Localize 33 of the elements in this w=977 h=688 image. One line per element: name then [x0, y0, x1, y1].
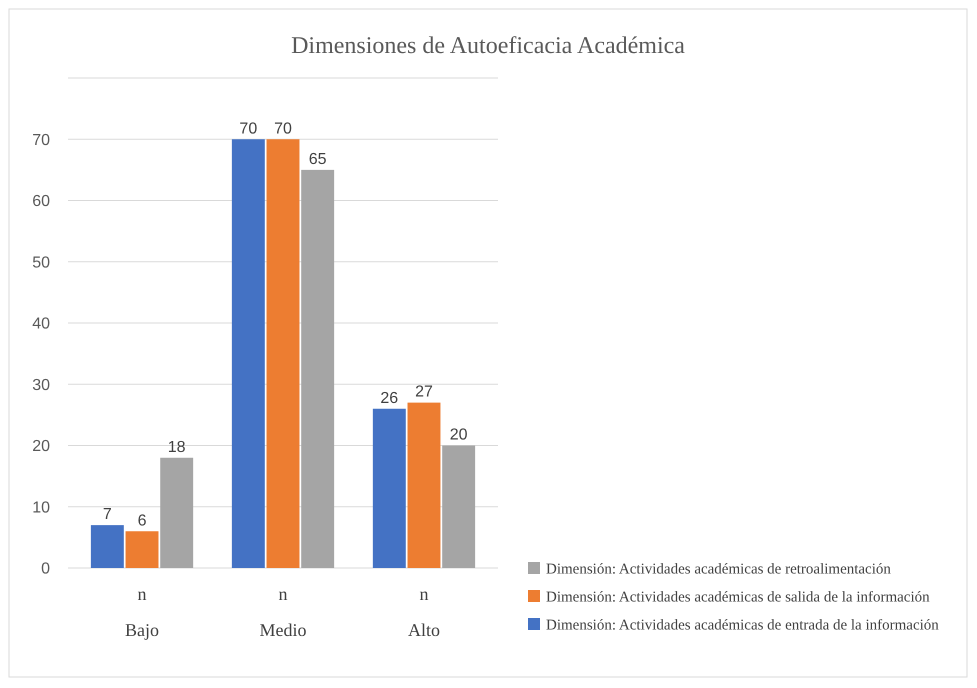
bar	[442, 446, 476, 568]
data-label: 18	[168, 438, 186, 456]
x-tick-label: n Medio	[260, 584, 306, 640]
y-tick-label: 30	[32, 376, 50, 394]
data-label: 6	[138, 512, 147, 530]
data-label: 7	[102, 506, 112, 524]
bar	[90, 525, 124, 568]
x-tick-label: n Bajo	[125, 584, 160, 640]
bar	[408, 402, 440, 568]
legend-label: Dimensión: Actividades académicas de entrada de la información	[546, 617, 940, 634]
legend-label: Dimensión: Actividades académicas de retroalimentación	[546, 561, 892, 578]
y-tick-label: 20	[32, 438, 50, 456]
data-label: 65	[308, 150, 327, 168]
y-tick-label: 50	[32, 254, 50, 272]
x-tick-label: n Alto	[408, 584, 440, 640]
y-tick-label: 0	[41, 560, 50, 578]
bar	[126, 531, 158, 568]
data-label: 27	[415, 384, 433, 401]
data-label: 20	[450, 426, 468, 444]
legend-label: Dimensión: Actividades académicas de salida de la información	[546, 589, 930, 606]
bar	[372, 408, 406, 568]
data-label: 70	[274, 120, 292, 138]
bar	[232, 139, 265, 568]
y-tick-label: 10	[32, 499, 50, 516]
y-tick-label: 40	[32, 316, 50, 333]
bar	[266, 139, 300, 568]
y-tick-label: 60	[32, 193, 50, 210]
chart-title: Dimensiones de Autoeficacia Académica	[291, 33, 686, 59]
data-label: 26	[380, 390, 398, 407]
bar	[301, 170, 334, 568]
data-label: 70	[239, 120, 258, 138]
bar	[160, 458, 194, 568]
y-tick-label: 70	[32, 132, 50, 149]
